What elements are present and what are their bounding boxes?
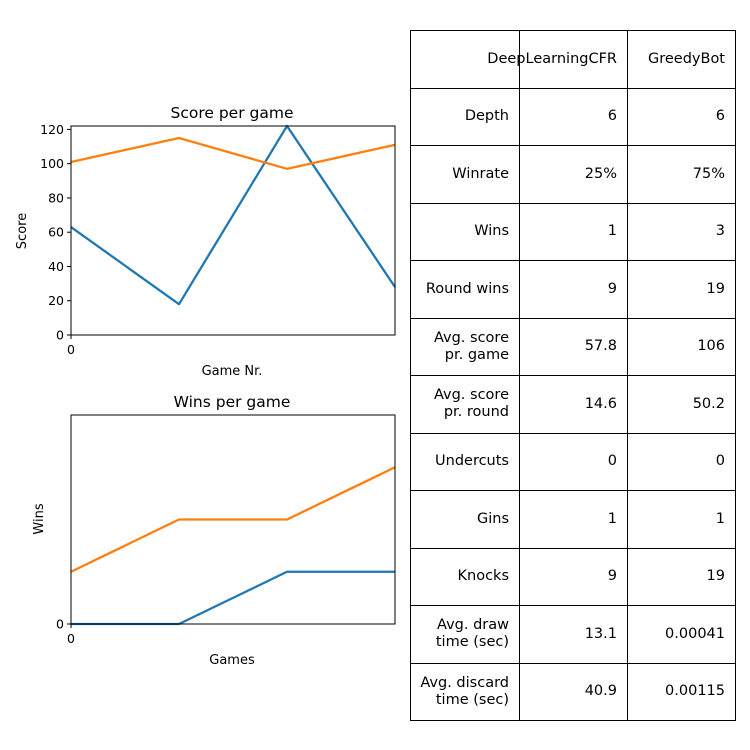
table-cell: 57.8 [519,317,628,376]
table-row-label: Knocks [410,547,520,606]
table-cell: 6 [519,87,628,146]
score-x-axis-label: Game Nr. [202,364,263,379]
table-row-label: Gins [410,490,520,549]
table-cell: 19 [627,260,736,319]
wins-y-tick-label: 0 [56,617,64,632]
table-cell: 75% [627,145,736,204]
table-row-label: Avg. draw time (sec) [410,605,520,664]
score-y-axis-label: Score [15,213,30,249]
wins-chart: Wins per game 0 0 Games Wins [32,393,396,668]
table-cell: 25% [519,145,628,204]
score-y-tick-label: 120 [40,122,64,137]
table-cell: 6 [627,87,736,146]
table-cell: 1 [627,490,736,549]
wins-x-tick-label: 0 [67,631,75,646]
table-cell: 19 [627,547,736,606]
wins-series-group [70,466,396,626]
table-cell: 0 [519,432,628,491]
table-row-label: Round wins [410,260,520,319]
table-cell: 14.6 [519,375,628,434]
table-cell: 0.00041 [627,605,736,664]
wins-y-axis-label: Wins [32,503,47,534]
table-cell: 0 [627,432,736,491]
score-series-group [70,124,396,306]
table-cell: 40.9 [519,662,628,721]
wins-chart-frame [70,414,396,625]
score-x-ticks: 0 [67,335,75,357]
table-cell: 13.1 [519,605,628,664]
table-row-label: Wins [410,202,520,261]
score-y-tick-label: 100 [40,156,64,171]
wins-series-1-line [71,570,395,626]
score-x-tick-label: 0 [67,342,75,357]
table-cell: 9 [519,260,628,319]
table-row-label: Undercuts [410,432,520,491]
score-series-1-line [70,124,396,306]
table-header-cell: DeepLearningCFR [487,30,628,89]
table-cell: 50.2 [627,375,736,434]
score-chart-title: Score per game [171,104,294,122]
table-cell: 3 [627,202,736,261]
table-header-cell: GreedyBot [627,30,736,89]
score-y-tick-label: 80 [48,190,64,205]
score-y-tick-label: 40 [48,259,64,274]
score-y-tick-label: 20 [48,293,64,308]
score-series-2-line [70,136,396,170]
score-y-tick-label: 0 [56,328,64,343]
score-y-ticks: 0 20 40 60 80 100 120 [40,122,71,343]
table-cell: 1 [519,490,628,549]
score-chart: Score per game 0 20 40 60 80 100 120 0 Game Nr… [15,104,396,379]
table-cell: 1 [519,202,628,261]
wins-y-ticks: 0 [56,617,71,632]
table-cell: 9 [519,547,628,606]
table-row-label: Avg. score pr. round [410,375,520,434]
table-cell: 0.00115 [627,662,736,721]
table-row-label: Avg. discard time (sec) [410,662,520,721]
wins-x-ticks: 0 [67,624,75,646]
wins-x-axis-label: Games [209,653,255,668]
wins-chart-title: Wins per game [174,393,291,411]
table-row-label: Avg. score pr. game [410,317,520,376]
table-row-label: Winrate [410,145,520,204]
table-row-label: Depth [410,87,520,146]
score-y-tick-label: 60 [48,225,64,240]
score-chart-frame [70,125,396,336]
wins-series-2-line [70,466,396,573]
table-cell: 106 [627,317,736,376]
